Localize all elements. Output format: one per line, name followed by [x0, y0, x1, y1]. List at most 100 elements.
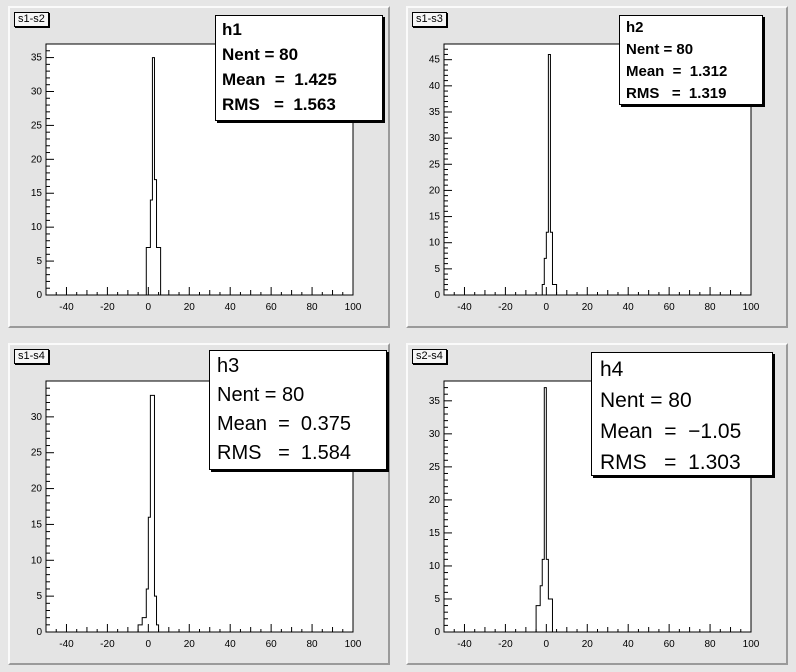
histogram-pad-3[interactable]: -40 -20 0 20 40 60 80 100 0 5 10 15 20 25 30 s1-s4 h3 …: [8, 343, 390, 665]
histogram-bin: [536, 606, 540, 632]
x-tick-label: 0: [146, 639, 152, 650]
x-tick-label: 100: [743, 639, 760, 650]
y-tick-label: 5: [434, 264, 440, 275]
x-tick-label: 100: [345, 302, 362, 313]
stats-rms: RMS = 1.584: [217, 442, 351, 464]
pad-title: s1-s2: [14, 12, 49, 27]
y-tick-label: 35: [429, 396, 441, 407]
stats-mean: Mean = −1.05: [600, 420, 742, 443]
pad-title: s2-s4: [412, 349, 447, 364]
y-tick-label: 15: [429, 212, 441, 223]
stats-name: h2: [626, 19, 644, 36]
y-tick-label: 20: [31, 484, 43, 495]
histogram-bin: [546, 559, 548, 632]
x-tick-label: 40: [623, 639, 635, 650]
histogram-bin: [552, 285, 556, 295]
x-tick-label: 100: [743, 302, 760, 313]
x-tick-label: -40: [457, 302, 472, 313]
histogram-bin: [152, 58, 154, 295]
x-tick-label: -20: [498, 302, 513, 313]
y-tick-label: 25: [429, 159, 441, 170]
stats-box[interactable]: h2 Nent = 80 Mean = 1.312 RMS = 1.319: [619, 15, 763, 105]
stats-entries: Nent = 80: [626, 41, 694, 58]
x-tick-label: -20: [498, 639, 513, 650]
stats-mean: Mean = 0.375: [217, 413, 351, 435]
histogram-pad-4[interactable]: -40 -20 0 20 40 60 80 100 0 5 10 15 20 25 30 35 s2-s4 h…: [406, 343, 788, 665]
y-tick-label: 0: [36, 627, 42, 638]
y-tick-label: 15: [31, 188, 43, 199]
y-tick-label: 25: [429, 462, 441, 473]
x-tick-label: -40: [59, 639, 74, 650]
stats-entries: Nent = 80: [222, 45, 299, 64]
y-tick-label: 10: [31, 222, 43, 233]
x-tick-label: 80: [307, 302, 319, 313]
x-tick-label: 0: [544, 302, 550, 313]
histogram-bin: [150, 395, 154, 632]
histogram-pad-1[interactable]: -40 -20 0 20 40 60 80 100 0 5 10 15 20 25 30 35 s1-s2 h…: [8, 6, 390, 328]
stats-rms: RMS = 1.563: [222, 95, 336, 114]
x-tick-label: 60: [266, 302, 278, 313]
x-tick-label: 40: [225, 639, 237, 650]
x-tick-label: 40: [623, 302, 635, 313]
histogram-bin: [154, 596, 156, 632]
y-tick-label: 30: [31, 86, 43, 97]
y-tick-label: 0: [434, 290, 440, 301]
x-tick-label: 20: [184, 302, 196, 313]
histogram-bin: [546, 232, 548, 295]
y-tick-label: 35: [31, 53, 43, 64]
histogram-bin: [550, 232, 552, 295]
y-tick-label: 10: [429, 238, 441, 249]
x-tick-label: 80: [307, 639, 319, 650]
x-tick-label: -40: [457, 639, 472, 650]
x-tick-label: 40: [225, 302, 237, 313]
stats-name: h4: [600, 358, 624, 381]
x-tick-label: 20: [582, 302, 594, 313]
histogram-bin: [542, 559, 544, 632]
y-tick-label: 20: [429, 185, 441, 196]
y-tick-label: 25: [31, 448, 43, 459]
histogram-bin: [548, 54, 550, 295]
histogram-outline: [145, 57, 162, 295]
histogram-outline: [137, 394, 160, 632]
stats-box[interactable]: h4 Nent = 80 Mean = −1.05 RMS = 1.303: [591, 352, 773, 476]
x-tick-label: -20: [100, 302, 115, 313]
y-tick-label: 0: [36, 290, 42, 301]
stats-mean: Mean = 1.425: [222, 70, 337, 89]
x-tick-label: 80: [705, 302, 717, 313]
histogram-pad-2[interactable]: -40 -20 0 20 40 60 80 100 0 5 10 15 20 25 30 35 40 45 s1-…: [406, 6, 788, 328]
pad-title: s1-s4: [14, 349, 49, 364]
stats-name: h1: [222, 20, 242, 39]
x-tick-label: 0: [146, 302, 152, 313]
histogram-bin: [548, 599, 552, 632]
stats-box[interactable]: h3 Nent = 80 Mean = 0.375 RMS = 1.584: [209, 350, 387, 470]
y-tick-label: 25: [31, 120, 43, 131]
x-tick-label: 60: [664, 639, 676, 650]
y-tick-label: 45: [429, 55, 441, 66]
y-tick-label: 30: [31, 412, 43, 423]
y-tick-label: 30: [429, 133, 441, 144]
pad-title: s1-s3: [412, 12, 447, 27]
y-tick-label: 30: [429, 429, 441, 440]
histogram-bin: [148, 517, 150, 632]
y-tick-label: 5: [434, 594, 440, 605]
x-tick-label: 100: [345, 639, 362, 650]
stats-box[interactable]: h1 Nent = 80 Mean = 1.425 RMS = 1.563: [215, 15, 383, 121]
histogram-bin: [542, 285, 544, 295]
stats-rms: RMS = 1.303: [600, 451, 741, 474]
histogram-bin: [150, 200, 152, 295]
y-tick-label: 35: [429, 107, 441, 118]
histogram-bin: [544, 388, 546, 632]
stats-mean: Mean = 1.312: [626, 63, 728, 80]
stats-name: h3: [217, 355, 240, 377]
y-tick-label: 5: [36, 256, 42, 267]
x-tick-label: 0: [544, 639, 550, 650]
y-tick-label: 5: [36, 591, 42, 602]
x-tick-label: 60: [664, 302, 676, 313]
y-tick-label: 10: [429, 561, 441, 572]
x-tick-label: -20: [100, 639, 115, 650]
histogram-bin: [540, 586, 542, 632]
stats-rms: RMS = 1.319: [626, 85, 727, 102]
y-tick-label: 20: [31, 154, 43, 165]
y-tick-label: 0: [434, 627, 440, 638]
y-tick-label: 40: [429, 81, 441, 92]
